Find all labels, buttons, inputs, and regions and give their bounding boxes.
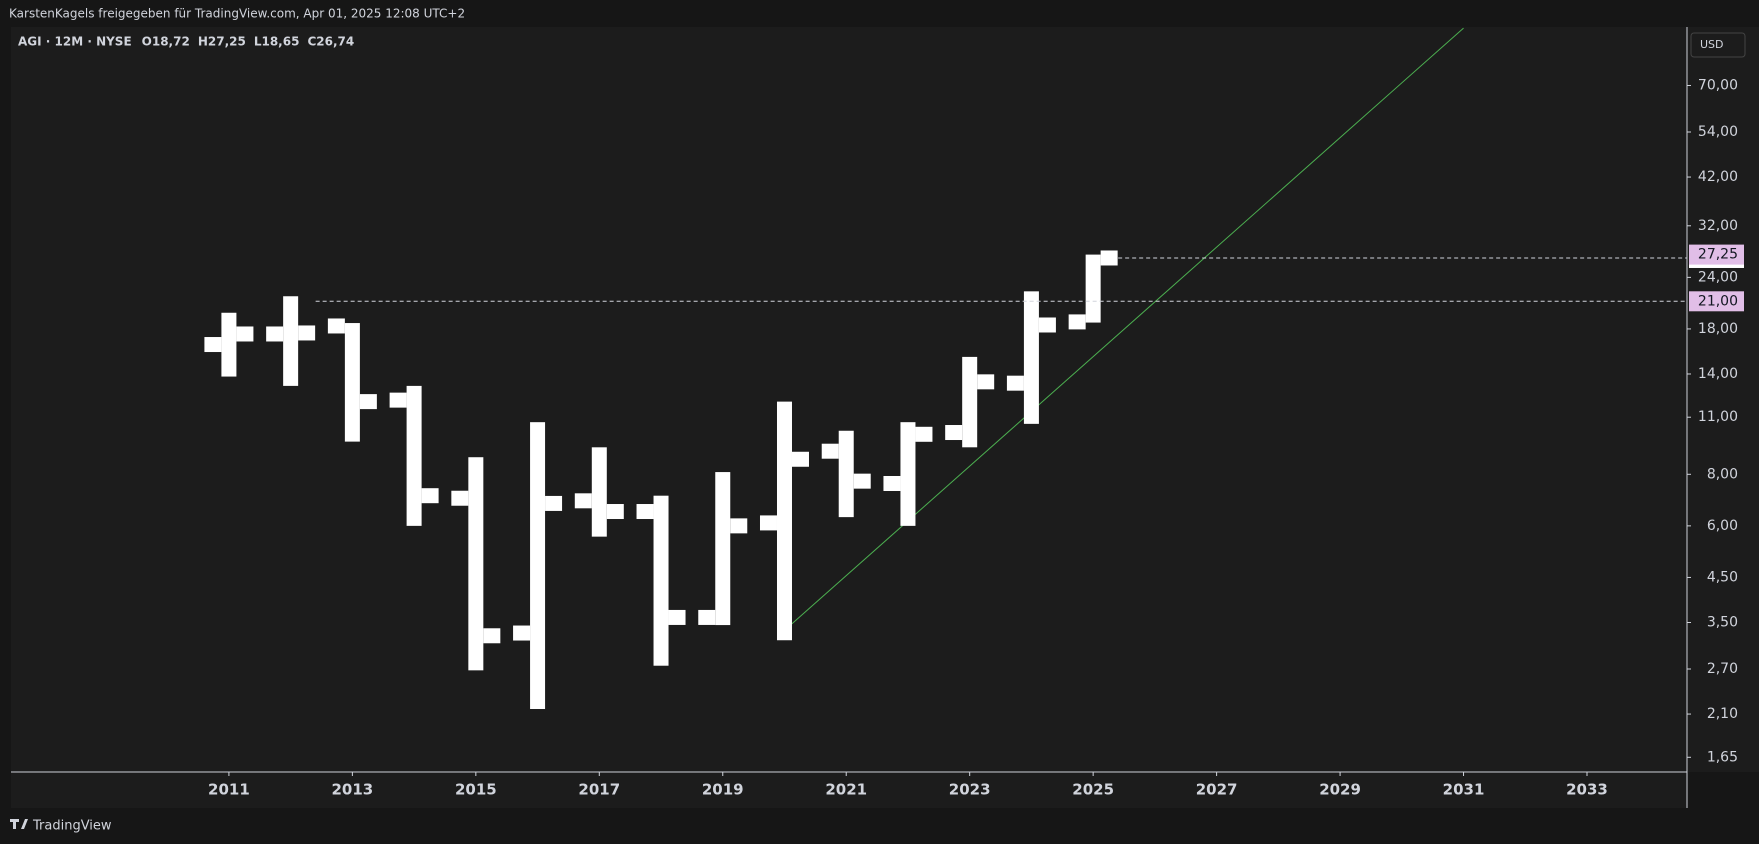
x-tick-label: 2033	[1566, 781, 1608, 799]
ohlc-close	[668, 609, 686, 625]
ohlc-range	[653, 495, 669, 666]
currency-box	[1690, 32, 1746, 58]
header: KarstenKagels freigegeben für TradingVie…	[9, 7, 465, 21]
price-label-box	[1689, 291, 1744, 312]
ohlc-open	[759, 515, 777, 531]
symbol: AGI · 12M · NYSE	[18, 35, 132, 49]
ohlc-close	[421, 488, 439, 504]
ohlc-label: O18,72	[142, 35, 190, 49]
ohlc-close	[545, 495, 563, 511]
x-tick-label: 2023	[949, 781, 991, 799]
ohlc-open	[204, 337, 222, 353]
ohlc-open	[574, 493, 592, 509]
y-tick-label: 14,00	[1698, 366, 1738, 382]
ohlc-range	[406, 385, 422, 526]
plot-area	[11, 27, 1687, 772]
ohlc-open	[451, 490, 469, 506]
x-tick-label: 2011	[208, 781, 250, 799]
x-tick-label: 2025	[1072, 781, 1114, 799]
ohlc-range	[776, 401, 792, 641]
ohlc-range	[715, 472, 731, 626]
ohlc-close	[483, 628, 501, 644]
ohlc-range	[221, 312, 237, 377]
ohlc-close	[359, 394, 377, 410]
x-tick-label: 2013	[331, 781, 373, 799]
ohlc-range	[591, 447, 607, 537]
ohlc-label: C26,74	[307, 35, 354, 49]
currency: USD	[1700, 38, 1724, 51]
ohlc-range	[838, 430, 854, 518]
x-tick-label: 2031	[1443, 781, 1485, 799]
ohlc-range	[344, 323, 360, 442]
y-tick-label: 6,00	[1707, 518, 1738, 534]
ohlc-range	[283, 296, 299, 386]
ohlc-close	[791, 451, 809, 467]
ohlc-close	[915, 426, 933, 442]
x-tick-label: 2029	[1319, 781, 1361, 799]
y-tick-label: 4,50	[1707, 569, 1738, 585]
price-axis-area	[1688, 27, 1759, 772]
x-tick-label: 2021	[825, 781, 867, 799]
ohlc-label: L18,65	[254, 35, 300, 49]
ohlc-open	[266, 326, 284, 342]
ohlc-close	[236, 326, 254, 342]
y-tick-label: 3,50	[1707, 614, 1738, 630]
ohlc-close	[606, 504, 624, 520]
price-label-box	[1689, 244, 1744, 265]
ohlc-open	[883, 475, 901, 491]
x-tick-label: 2017	[578, 781, 620, 799]
ohlc-open	[636, 504, 654, 520]
ohlc-open	[327, 318, 345, 334]
y-tick-label: 2,70	[1707, 661, 1738, 677]
ohlc-open	[1006, 375, 1024, 391]
trendline	[787, 27, 1464, 629]
y-tick-label: 1,65	[1707, 749, 1738, 765]
ohlc-close	[730, 518, 748, 534]
ohlc-close	[1100, 250, 1118, 266]
footer: TradingView	[32, 819, 112, 834]
ohlc-open	[1068, 314, 1086, 330]
ohlc-open	[945, 425, 963, 441]
ohlc-close	[853, 473, 871, 489]
y-tick-label: 70,00	[1698, 77, 1738, 93]
x-tick-label: 2015	[455, 781, 497, 799]
y-tick-label: 2,10	[1707, 706, 1738, 722]
ohlc-label: H27,25	[198, 35, 246, 49]
y-tick-label: 32,00	[1698, 218, 1738, 234]
price-label: 27,25	[1698, 247, 1738, 263]
y-tick-label: 42,00	[1698, 169, 1738, 185]
ohlc-open	[389, 392, 407, 408]
time-axis-area	[11, 773, 1687, 808]
y-tick-label: 18,00	[1698, 321, 1738, 337]
ohlc-range	[900, 422, 916, 526]
logo	[10, 819, 28, 829]
ohlc-range	[1085, 254, 1101, 323]
ohlc-open	[821, 443, 839, 459]
price-label: 21,00	[1698, 293, 1738, 309]
x-tick-label: 2019	[702, 781, 744, 799]
ohlc-range	[530, 422, 546, 710]
ohlc-range	[1023, 291, 1039, 424]
y-tick-label: 54,00	[1698, 124, 1738, 140]
y-tick-label: 8,00	[1707, 466, 1738, 482]
ohlc-close	[977, 374, 995, 390]
ohlc-range	[962, 356, 978, 448]
ohlc-range	[468, 457, 484, 671]
y-tick-label: 24,00	[1698, 269, 1738, 285]
ohlc-open	[698, 609, 716, 625]
y-tick-label: 11,00	[1698, 409, 1738, 425]
ohlc-open	[513, 625, 531, 641]
x-tick-label: 2027	[1196, 781, 1238, 799]
ohlc-close	[1038, 317, 1056, 333]
ohlc-close	[298, 325, 316, 341]
